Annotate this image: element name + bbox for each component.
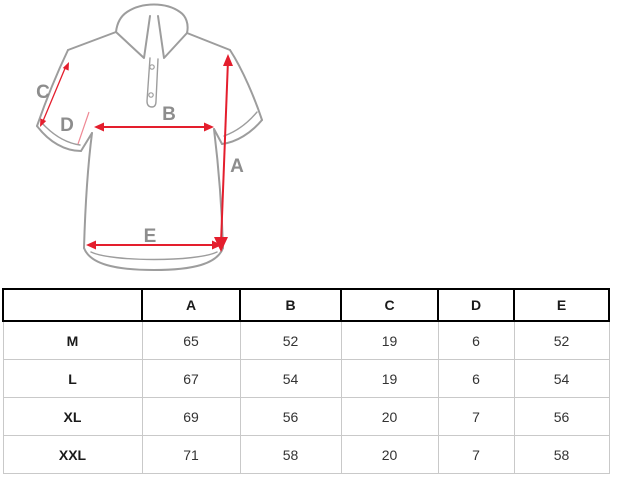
table-row-l: L 67 54 19 6 54 <box>2 359 610 398</box>
value-cell: 58 <box>239 435 342 474</box>
value-cell: 54 <box>239 359 342 398</box>
size-table-header-e: E <box>513 288 610 322</box>
arrowhead-e-left <box>86 240 96 250</box>
measurement-arrow-lines <box>42 59 229 246</box>
value-cell: 19 <box>340 320 439 360</box>
measurement-label-d: D <box>60 115 74 136</box>
measurement-labels: C D B A E <box>36 82 244 247</box>
value-cell: 6 <box>437 359 515 398</box>
arrowhead-a-top <box>223 54 233 66</box>
table-row-xxl: XXL 71 58 20 7 58 <box>2 435 610 474</box>
size-table: A B C D E M 65 52 19 6 52 L 67 54 19 6 <box>2 288 610 474</box>
table-row-m: M 65 52 19 6 52 <box>2 320 610 360</box>
button-icon <box>149 64 155 70</box>
size-table-header-c: C <box>340 288 439 322</box>
value-cell: 65 <box>141 320 241 360</box>
value-cell: 52 <box>513 320 610 360</box>
value-cell: 7 <box>437 397 515 436</box>
value-cell: 19 <box>340 359 439 398</box>
value-cell: 69 <box>141 397 241 436</box>
table-row-xl: XL 69 56 20 7 56 <box>2 397 610 436</box>
measurement-line-d <box>77 111 90 145</box>
measurement-arrowheads <box>40 54 233 252</box>
arrowhead-a-bottom <box>214 237 228 252</box>
size-table-header-row: A B C D E <box>2 288 610 322</box>
polo-shirt-measurement-drawing: C D B A E <box>36 3 263 271</box>
measurement-label-c: C <box>36 82 50 103</box>
value-cell: 20 <box>340 435 439 474</box>
value-cell: 54 <box>513 359 610 398</box>
size-diagram: C D B A E <box>36 3 263 271</box>
size-table-header-a: A <box>141 288 241 322</box>
value-cell: 71 <box>141 435 241 474</box>
size-table-header-b: B <box>239 288 342 322</box>
measurement-label-a: A <box>230 156 244 177</box>
size-cell: L <box>2 359 143 398</box>
arrowhead-c-bottom <box>40 118 47 127</box>
polo-shirt-outline <box>36 3 263 271</box>
value-cell: 52 <box>239 320 342 360</box>
arrowhead-b-right <box>204 122 214 132</box>
value-cell: 58 <box>513 435 610 474</box>
arrowhead-e-right <box>212 240 222 250</box>
size-table-corner-cell <box>2 288 143 322</box>
measurement-arrow-a <box>220 59 229 244</box>
button-icon <box>148 92 154 98</box>
value-cell: 56 <box>513 397 610 436</box>
value-cell: 6 <box>437 320 515 360</box>
arrowhead-b-left <box>94 122 104 132</box>
measurement-arrow-c <box>42 65 67 122</box>
measurement-label-b: B <box>162 104 176 125</box>
value-cell: 67 <box>141 359 241 398</box>
value-cell: 7 <box>437 435 515 474</box>
size-cell: M <box>2 320 143 360</box>
measurement-label-e: E <box>144 226 157 247</box>
value-cell: 20 <box>340 397 439 436</box>
size-table-header-d: D <box>437 288 515 322</box>
arrowhead-c-top <box>62 62 69 71</box>
size-cell: XXL <box>2 435 143 474</box>
size-cell: XL <box>2 397 143 436</box>
value-cell: 56 <box>239 397 342 436</box>
